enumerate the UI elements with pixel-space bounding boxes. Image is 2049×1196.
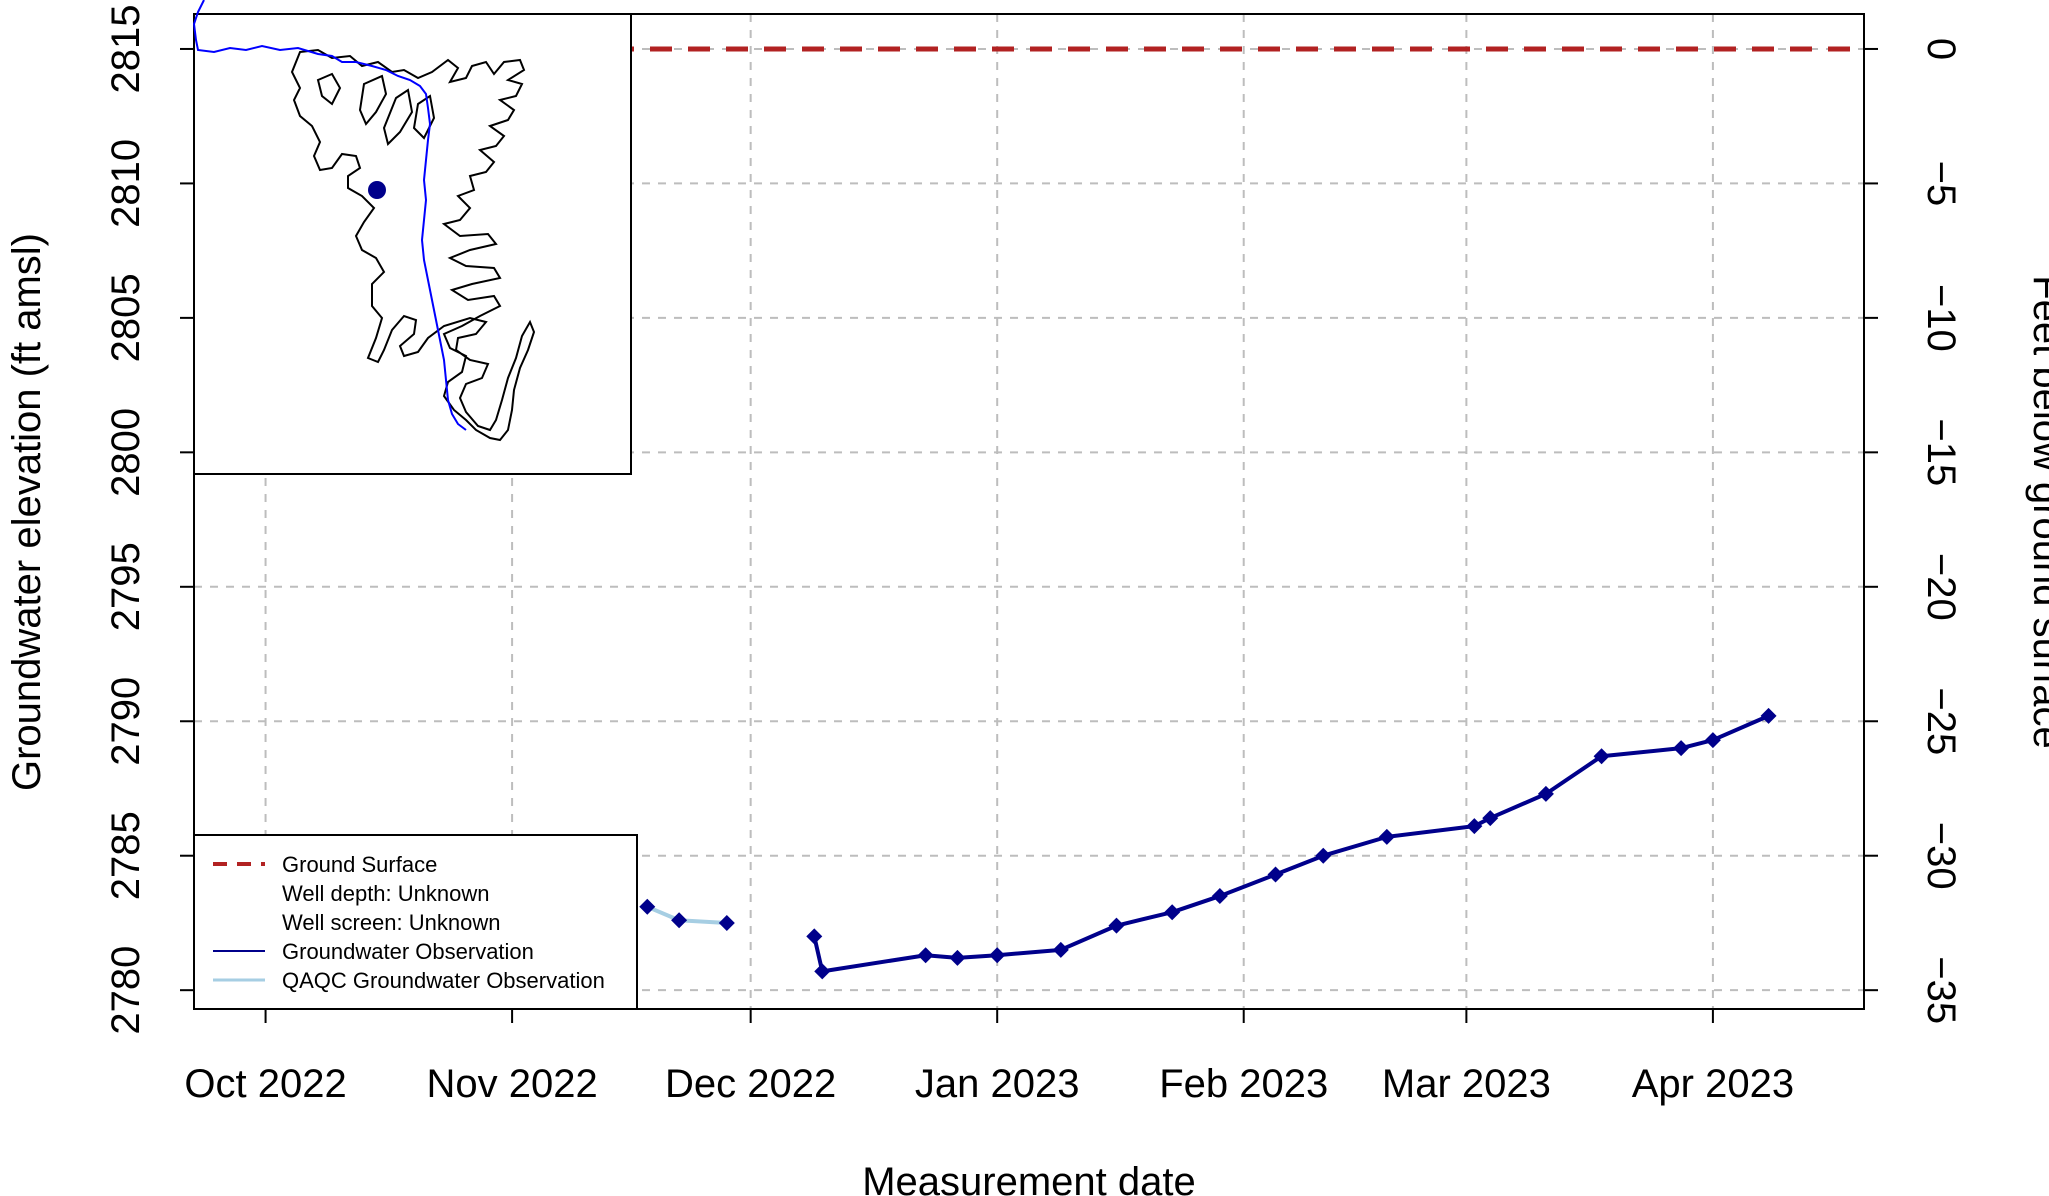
legend-label-ground-surface: Ground Surface (282, 852, 437, 877)
inset-river (192, 0, 467, 431)
y-tick-label-right: −35 (1919, 956, 1963, 1024)
y-tick-label-left: 2790 (104, 677, 148, 766)
inset-tributary (382, 88, 414, 146)
groundwater-data-point (949, 949, 966, 966)
legend-label-well-screen: Well screen: Unknown (282, 910, 500, 935)
qaqc-series-line (646, 904, 727, 925)
groundwater-data-point (1267, 866, 1284, 883)
legend-label-qaqc: QAQC Groundwater Observation (282, 968, 605, 993)
groundwater-data-point (1211, 888, 1228, 905)
x-tick-label: Feb 2023 (1159, 1062, 1328, 1106)
groundwater-data-point (1673, 740, 1690, 757)
groundwater-data-point (1760, 707, 1777, 724)
groundwater-data-point (1108, 917, 1125, 934)
y-tick-label-right: 0 (1919, 38, 1963, 60)
groundwater-data-point (989, 947, 1006, 964)
x-tick-label: Oct 2022 (184, 1062, 346, 1106)
series-layer (639, 707, 1777, 980)
y-tick-label-left: 2780 (104, 946, 148, 1035)
groundwater-series-line (812, 714, 1770, 974)
groundwater-data-point (1704, 732, 1721, 749)
legend-label-well-depth: Well depth: Unknown (282, 881, 490, 906)
y-tick-label-right: −5 (1919, 161, 1963, 207)
inset-tributary (358, 74, 388, 126)
x-axis: Oct 2022 Nov 2022 Dec 2022 Jan 2023 Feb 2023… (184, 1009, 1794, 1106)
legend-label-groundwater: Groundwater Observation (282, 939, 534, 964)
y-tick-label-right: −30 (1919, 822, 1963, 890)
groundwater-data-point (1537, 785, 1554, 802)
groundwater-data-point (814, 963, 831, 980)
y-tick-label-right: −20 (1919, 553, 1963, 621)
y-tick-label-right: −25 (1919, 687, 1963, 755)
groundwater-data-point (1164, 904, 1181, 921)
legend-box (193, 834, 638, 1010)
x-tick-label: Mar 2023 (1382, 1062, 1551, 1106)
y-tick-label-right: −10 (1919, 284, 1963, 352)
qaqc-data-point (718, 914, 735, 931)
groundwater-data-point (917, 947, 934, 964)
groundwater-data-point (1315, 847, 1332, 864)
y-axis-left: 2780 2785 2790 2795 2800 2805 2810 2815 (104, 4, 194, 1035)
y-tick-label-left: 2795 (104, 542, 148, 631)
y-axis-right-title: Feet below ground surface (2025, 275, 2049, 749)
inset-map-frame (193, 13, 632, 475)
x-tick-label: Apr 2023 (1632, 1062, 1794, 1106)
y-tick-label-left: 2815 (104, 4, 148, 93)
inset-tributary (316, 72, 342, 106)
x-axis-title: Measurement date (862, 1160, 1196, 1196)
y-axis-left-title: Groundwater elevation (ft amsl) (5, 233, 49, 791)
plot-frame (193, 13, 1865, 1010)
x-tick-label: Nov 2022 (426, 1062, 597, 1106)
y-axis-right: 0 −5 −10 −15 −20 −25 −30 −35 (1864, 38, 1963, 1024)
groundwater-data-point (1466, 818, 1483, 835)
y-tick-label-left: 2805 (104, 273, 148, 362)
inset-basin-outline (290, 48, 536, 442)
y-tick-label-right: −15 (1919, 418, 1963, 486)
well-location-marker (368, 181, 386, 199)
y-tick-label-left: 2810 (104, 139, 148, 228)
groundwater-data-point (1482, 810, 1499, 827)
groundwater-data-point (1378, 828, 1395, 845)
inset-map (192, 0, 632, 475)
y-tick-label-left: 2800 (104, 408, 148, 497)
y-tick-label-left: 2785 (104, 811, 148, 900)
x-tick-label: Dec 2022 (665, 1062, 836, 1106)
groundwater-data-point (1593, 748, 1610, 765)
legend: Ground Surface Well depth: Unknown Well … (193, 834, 638, 1010)
groundwater-data-point (806, 928, 823, 945)
qaqc-data-point (639, 898, 656, 915)
groundwater-data-point (1052, 941, 1069, 958)
x-tick-label: Jan 2023 (915, 1062, 1080, 1106)
qaqc-data-point (671, 912, 688, 929)
